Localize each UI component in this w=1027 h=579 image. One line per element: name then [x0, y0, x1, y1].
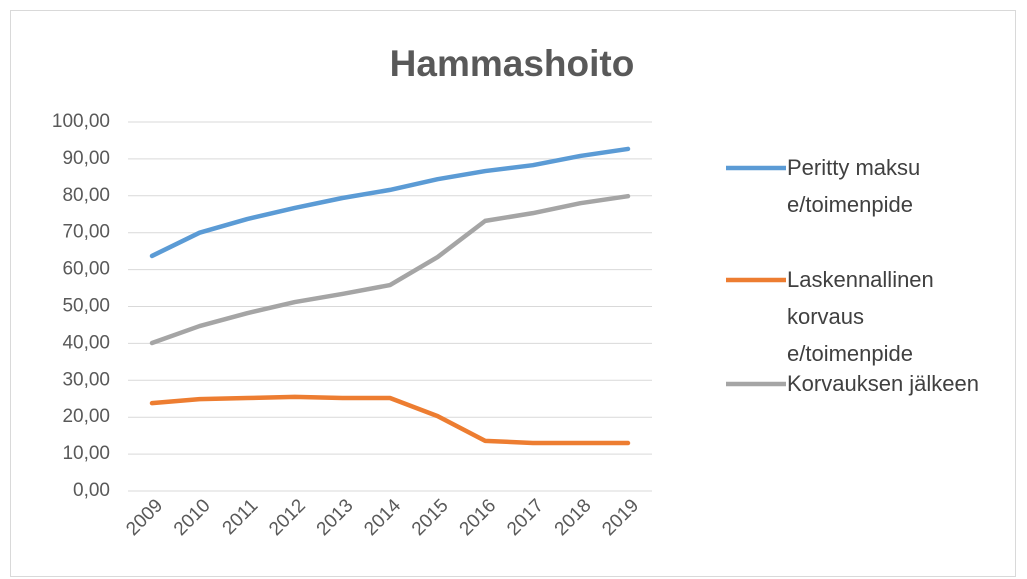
y-tick-label: 60,00 — [62, 259, 110, 280]
x-tick-label: 2010 — [170, 495, 215, 540]
legend-label: Korvauksen jälkeen — [787, 371, 980, 396]
chart-title: Hammashoito — [390, 43, 635, 84]
x-tick-label: 2018 — [551, 495, 596, 540]
legend-label: Laskennallinen korvaus e/toimenpide — [787, 267, 934, 366]
x-tick-label: 2011 — [219, 495, 263, 539]
series-line — [149, 146, 631, 259]
y-tick-label: 10,00 — [62, 443, 110, 464]
x-tick-label: 2012 — [265, 495, 310, 540]
chart-frame — [10, 10, 1016, 577]
y-tick-label: 90,00 — [62, 148, 110, 169]
x-tick-label: 2019 — [598, 495, 643, 540]
series-line — [149, 193, 631, 346]
y-tick-label: 100,00 — [52, 111, 110, 132]
legend-label: Peritty maksu e/toimenpide — [787, 155, 921, 217]
x-tick-label: 2017 — [503, 495, 548, 540]
y-tick-label: 30,00 — [62, 369, 110, 390]
x-tick-label: 2013 — [313, 495, 358, 540]
y-tick-label: 20,00 — [62, 406, 110, 427]
y-tick-label: 40,00 — [62, 332, 110, 353]
series-line — [149, 394, 631, 446]
y-tick-label: 0,00 — [73, 480, 110, 501]
x-tick-label: 2014 — [360, 495, 405, 540]
y-tick-label: 70,00 — [62, 222, 110, 243]
y-tick-label: 50,00 — [62, 296, 110, 317]
x-tick-label: 2016 — [456, 495, 501, 540]
y-tick-label: 80,00 — [62, 185, 110, 206]
x-tick-label: 2015 — [408, 495, 453, 540]
x-tick-label: 2009 — [122, 495, 167, 540]
